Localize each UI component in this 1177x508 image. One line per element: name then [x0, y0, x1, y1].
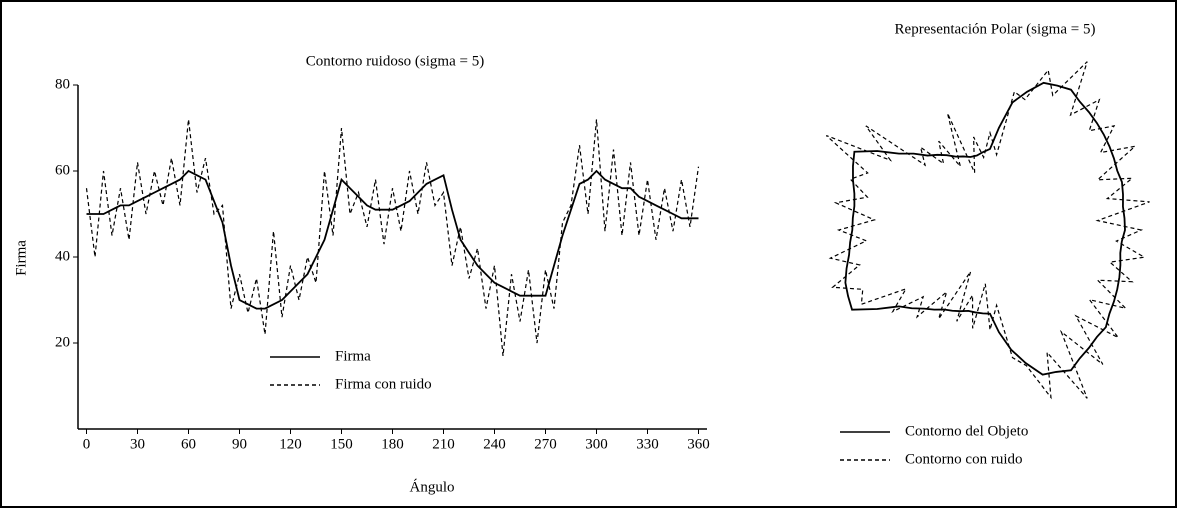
series-line — [86, 169, 699, 310]
x-axis-label: Ángulo — [410, 478, 455, 495]
x-tick-label: 180 — [381, 436, 404, 452]
x-tick-label: 60 — [181, 436, 196, 452]
chart-title: Representación Polar (sigma = 5) — [895, 21, 1096, 37]
legend-label: Firma — [335, 348, 371, 364]
y-tick-label: 60 — [55, 162, 70, 178]
contour — [844, 81, 1126, 376]
x-tick-label: 270 — [534, 436, 557, 452]
series-line — [85, 119, 700, 356]
legend-label: Firma con ruido — [335, 376, 432, 392]
x-tick-label: 360 — [687, 436, 710, 452]
x-tick-label: 300 — [585, 436, 608, 452]
x-tick-label: 0 — [83, 436, 91, 452]
x-tick-label: 120 — [279, 436, 302, 452]
chart-title: Contorno ruidoso (sigma = 5) — [306, 53, 484, 69]
x-tick-label: 240 — [483, 436, 506, 452]
legend-label: Contorno del Objeto — [905, 423, 1028, 439]
x-tick-label: 90 — [232, 436, 247, 452]
x-tick-label: 330 — [636, 436, 659, 452]
y-tick-label: 20 — [55, 334, 70, 350]
y-axis-label: Firma — [13, 240, 29, 276]
y-tick-label: 80 — [55, 76, 70, 92]
y-tick-label: 40 — [55, 248, 70, 264]
contour — [825, 61, 1150, 400]
x-tick-label: 210 — [432, 436, 455, 452]
legend-label: Contorno con ruido — [905, 451, 1023, 467]
x-tick-label: 150 — [330, 436, 353, 452]
x-tick-label: 30 — [130, 436, 145, 452]
